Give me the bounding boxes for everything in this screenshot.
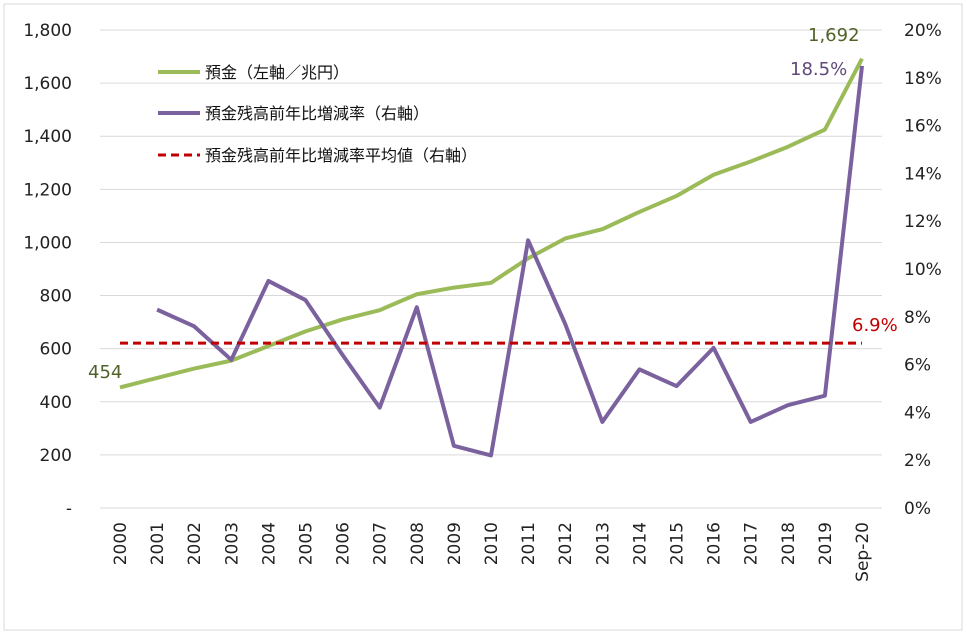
- x-tick-label: 2009: [445, 522, 465, 565]
- x-tick-label: Sep-20: [853, 522, 873, 582]
- right-tick-label: 16%: [904, 117, 942, 137]
- right-tick-label: 14%: [904, 164, 942, 184]
- right-tick-label: 10%: [904, 260, 942, 280]
- label-last-deposit: 1,692: [808, 25, 860, 46]
- left-tick-label: 1,600: [23, 74, 72, 94]
- legend-label-deposit: 預金（左軸／兆円）: [205, 63, 349, 82]
- label-last-rate: 18.5%: [790, 59, 847, 80]
- right-tick-label: 8%: [904, 308, 931, 328]
- x-tick-label: 2015: [668, 522, 688, 565]
- left-tick-label: 1,200: [23, 180, 72, 200]
- x-tick-label: 2014: [630, 522, 650, 565]
- right-tick-label: 6%: [904, 356, 931, 376]
- x-tick-label: 2017: [742, 522, 762, 565]
- x-tick-label: 2002: [185, 522, 205, 565]
- label-first-deposit: 454: [88, 362, 122, 383]
- x-tick-label: 2007: [371, 522, 391, 565]
- legend-label-rate: 預金残高前年比増減率（右軸）: [205, 104, 429, 123]
- right-tick-label: 18%: [904, 69, 942, 89]
- right-tick-label: 12%: [904, 212, 942, 232]
- x-tick-label: 2008: [408, 522, 428, 565]
- x-tick-label: 2012: [556, 522, 576, 565]
- label-average: 6.9%: [852, 315, 898, 336]
- x-tick-label: 2003: [222, 522, 242, 565]
- right-tick-label: 20%: [904, 21, 942, 41]
- x-tick-label: 2001: [148, 522, 168, 565]
- left-tick-label: 1,400: [23, 127, 72, 147]
- right-tick-label: 2%: [904, 451, 931, 471]
- x-tick-label: 2010: [482, 522, 502, 565]
- x-tick-label: 2006: [334, 522, 354, 565]
- chart-frame: [3, 3, 963, 631]
- x-tick-label: 2004: [259, 522, 279, 565]
- left-tick-label: 400: [40, 393, 72, 413]
- x-tick-label: 2013: [593, 522, 613, 565]
- series-line-1: [156, 65, 864, 458]
- legend: 預金（左軸／兆円） 預金残高前年比増減率（右軸） 預金残高前年比増減率平均値（右…: [158, 63, 477, 165]
- left-tick-label: 200: [40, 446, 72, 466]
- left-tick-label: 1,000: [23, 233, 72, 253]
- legend-label-average: 預金残高前年比増減率平均値（右軸）: [205, 146, 477, 165]
- x-tick-label: 2005: [297, 522, 317, 565]
- x-tick-label: 2018: [779, 522, 799, 565]
- x-tick-label: 2019: [816, 522, 836, 565]
- left-tick-label: 800: [40, 287, 72, 307]
- left-tick-label: 600: [40, 340, 72, 360]
- right-tick-label: 4%: [904, 403, 931, 423]
- left-tick-label: -: [66, 499, 72, 519]
- x-tick-label: 2000: [111, 522, 131, 565]
- left-tick-label: 1,800: [23, 21, 72, 41]
- right-tick-label: 0%: [904, 499, 931, 519]
- x-tick-label: 2016: [705, 522, 725, 565]
- x-tick-label: 2011: [519, 522, 539, 565]
